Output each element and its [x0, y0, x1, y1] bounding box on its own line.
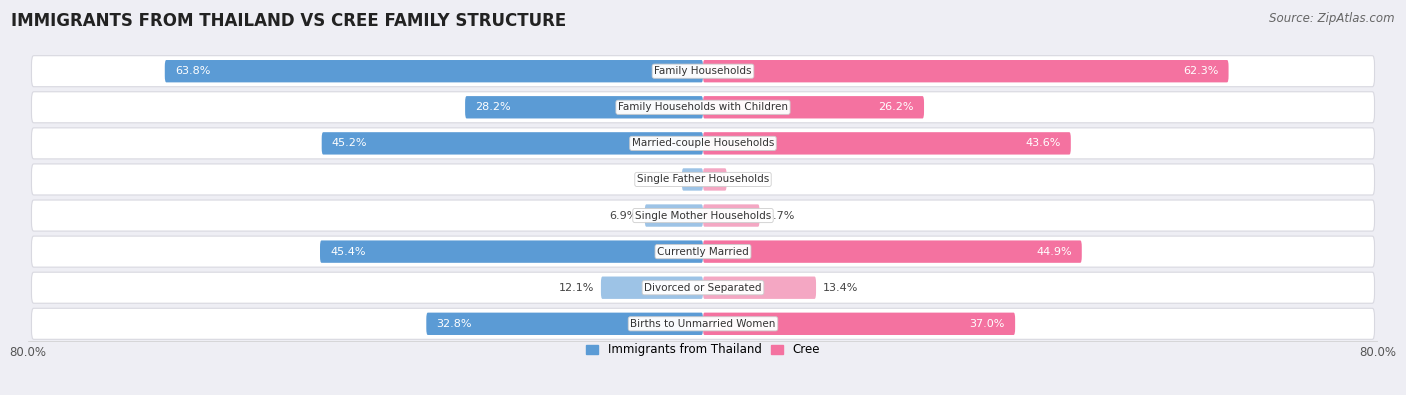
Text: 32.8%: 32.8%	[436, 319, 472, 329]
FancyBboxPatch shape	[703, 241, 1081, 263]
Text: Single Father Households: Single Father Households	[637, 175, 769, 184]
FancyBboxPatch shape	[31, 164, 1375, 195]
Text: 45.2%: 45.2%	[332, 138, 367, 149]
FancyBboxPatch shape	[322, 132, 703, 154]
Legend: Immigrants from Thailand, Cree: Immigrants from Thailand, Cree	[582, 339, 824, 361]
FancyBboxPatch shape	[703, 276, 815, 299]
FancyBboxPatch shape	[31, 200, 1375, 231]
Text: Source: ZipAtlas.com: Source: ZipAtlas.com	[1270, 12, 1395, 25]
FancyBboxPatch shape	[600, 276, 703, 299]
FancyBboxPatch shape	[31, 128, 1375, 159]
FancyBboxPatch shape	[165, 60, 703, 83]
Text: 63.8%: 63.8%	[174, 66, 211, 76]
Text: Family Households: Family Households	[654, 66, 752, 76]
FancyBboxPatch shape	[703, 96, 924, 118]
FancyBboxPatch shape	[31, 272, 1375, 303]
Text: 45.4%: 45.4%	[330, 246, 366, 257]
Text: Single Mother Households: Single Mother Households	[636, 211, 770, 220]
Text: 44.9%: 44.9%	[1036, 246, 1071, 257]
Text: 2.8%: 2.8%	[734, 175, 762, 184]
FancyBboxPatch shape	[426, 312, 703, 335]
Text: 13.4%: 13.4%	[823, 283, 858, 293]
Text: 6.7%: 6.7%	[766, 211, 794, 220]
FancyBboxPatch shape	[31, 236, 1375, 267]
FancyBboxPatch shape	[703, 312, 1015, 335]
FancyBboxPatch shape	[682, 168, 703, 191]
FancyBboxPatch shape	[465, 96, 703, 118]
FancyBboxPatch shape	[31, 308, 1375, 339]
Text: 26.2%: 26.2%	[879, 102, 914, 112]
Text: Divorced or Separated: Divorced or Separated	[644, 283, 762, 293]
Text: 12.1%: 12.1%	[558, 283, 595, 293]
Text: 28.2%: 28.2%	[475, 102, 510, 112]
Text: Births to Unmarried Women: Births to Unmarried Women	[630, 319, 776, 329]
Text: 6.9%: 6.9%	[610, 211, 638, 220]
Text: IMMIGRANTS FROM THAILAND VS CREE FAMILY STRUCTURE: IMMIGRANTS FROM THAILAND VS CREE FAMILY …	[11, 12, 567, 30]
Text: 37.0%: 37.0%	[970, 319, 1005, 329]
FancyBboxPatch shape	[703, 60, 1229, 83]
FancyBboxPatch shape	[321, 241, 703, 263]
Text: Married-couple Households: Married-couple Households	[631, 138, 775, 149]
Text: 43.6%: 43.6%	[1025, 138, 1060, 149]
FancyBboxPatch shape	[703, 204, 759, 227]
FancyBboxPatch shape	[703, 168, 727, 191]
Text: Family Households with Children: Family Households with Children	[619, 102, 787, 112]
FancyBboxPatch shape	[31, 56, 1375, 87]
FancyBboxPatch shape	[31, 92, 1375, 123]
Text: 2.5%: 2.5%	[647, 175, 675, 184]
FancyBboxPatch shape	[645, 204, 703, 227]
FancyBboxPatch shape	[703, 132, 1071, 154]
Text: Currently Married: Currently Married	[657, 246, 749, 257]
Text: 62.3%: 62.3%	[1182, 66, 1219, 76]
